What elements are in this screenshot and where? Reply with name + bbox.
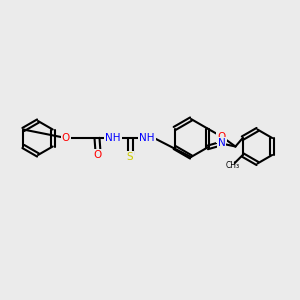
Text: O: O bbox=[217, 131, 226, 142]
Text: NH: NH bbox=[105, 133, 121, 143]
Text: N: N bbox=[218, 139, 225, 148]
Text: CH₃: CH₃ bbox=[226, 161, 240, 170]
Text: O: O bbox=[62, 133, 70, 143]
Text: S: S bbox=[127, 152, 133, 162]
Text: O: O bbox=[93, 150, 101, 160]
Text: NH: NH bbox=[139, 133, 155, 143]
